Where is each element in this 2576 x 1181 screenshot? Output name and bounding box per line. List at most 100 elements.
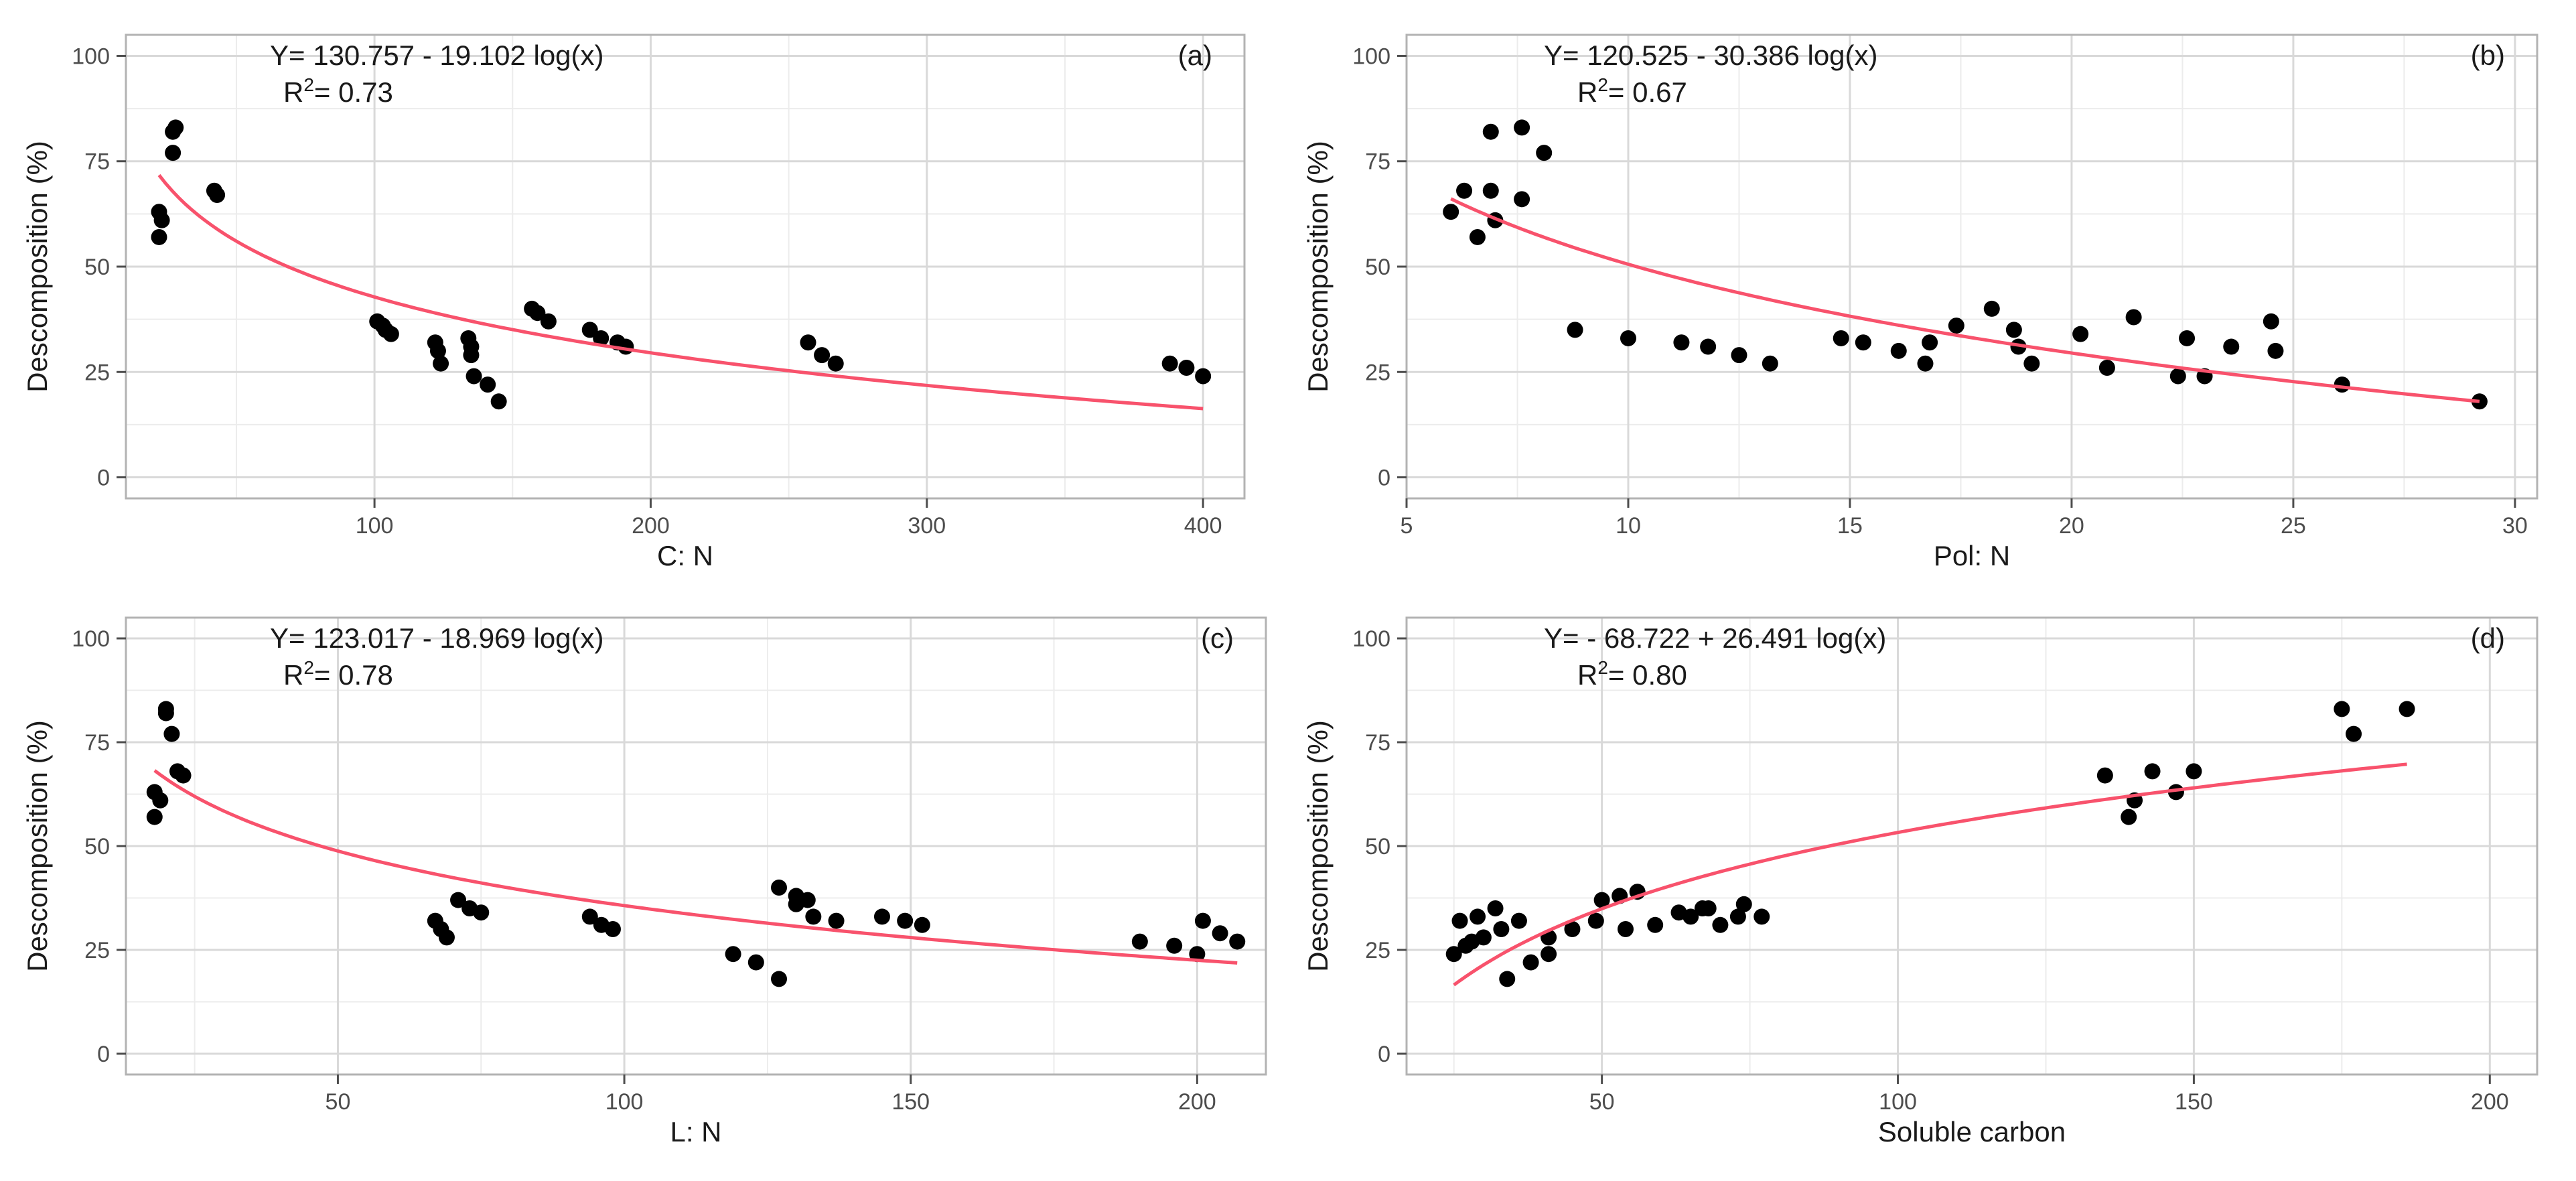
data-point — [1469, 228, 1486, 245]
y-tick-label: 25 — [1365, 938, 1390, 963]
data-point — [1567, 322, 1583, 338]
data-point — [165, 145, 182, 161]
data-point — [1587, 912, 1604, 929]
data-point — [1917, 355, 1934, 372]
data-point — [1983, 300, 2000, 317]
data-point — [2346, 725, 2362, 742]
data-point — [429, 342, 446, 359]
x-tick-label: 50 — [326, 1089, 351, 1115]
x-tick-label: 200 — [2471, 1089, 2509, 1115]
data-point — [1475, 929, 1492, 946]
data-point — [2471, 393, 2488, 410]
data-point — [540, 313, 557, 330]
data-point — [1700, 338, 1717, 355]
data-point — [1683, 908, 1699, 925]
data-point — [151, 228, 167, 245]
y-tick-label: 100 — [1352, 626, 1390, 652]
data-point — [2096, 767, 2113, 784]
equation-label: Y= 120.525 - 30.386 log(x) — [1544, 40, 1878, 71]
data-point — [1536, 145, 1553, 161]
y-axis-title: Descomposition (%) — [21, 141, 53, 393]
data-point — [1729, 908, 1746, 925]
chart-panel-b: 0 25 50 75 100 5 10 15 20 25 30 Pol: N Descompositio… — [1302, 33, 2538, 571]
panel-tag: (c) — [1201, 622, 1234, 654]
data-point — [2023, 355, 2040, 372]
data-point — [1510, 912, 1527, 929]
data-point — [1178, 359, 1195, 376]
data-point — [581, 908, 598, 925]
data-point — [1161, 355, 1178, 372]
data-point — [1593, 892, 1610, 908]
fit-curve — [157, 173, 1204, 411]
data-point — [771, 880, 788, 896]
data-point — [1212, 925, 1228, 942]
r-squared-value: = 0.78 — [314, 659, 393, 691]
data-point — [463, 347, 480, 364]
data-point — [1617, 921, 1634, 937]
data-point — [2186, 763, 2202, 780]
data-point — [1131, 933, 1148, 950]
fit-curve — [1453, 762, 2407, 987]
data-points — [1445, 701, 2415, 987]
y-tick-label: 0 — [1378, 466, 1390, 491]
r-squared-label: R2= 0.67 — [1577, 74, 1687, 108]
y-tick-label: 25 — [84, 360, 110, 385]
chart-panel-c: 0 25 50 75 100 50 100 150 200 L: N Descomposition … — [21, 616, 1267, 1148]
data-point — [1647, 916, 1664, 933]
y-tick-label: 50 — [1365, 834, 1390, 859]
r-squared-symbol: R — [283, 659, 303, 691]
data-point — [152, 792, 169, 809]
data-point — [1451, 912, 1468, 929]
data-point — [480, 376, 496, 393]
data-point — [1470, 908, 1486, 925]
data-point — [2179, 330, 2196, 346]
data-point — [1522, 954, 1539, 971]
data-point — [1762, 355, 1778, 372]
data-point — [1855, 334, 1871, 351]
data-point — [433, 355, 449, 372]
major-grid — [126, 35, 1244, 498]
y-axis-title: Descomposition (%) — [21, 720, 53, 972]
x-tick-label: 10 — [1616, 513, 1641, 539]
y-tick-label: 25 — [1365, 360, 1390, 385]
data-point — [175, 767, 192, 784]
data-point — [828, 912, 845, 929]
data-point — [771, 971, 788, 987]
data-point — [814, 347, 831, 364]
data-point — [604, 921, 621, 937]
x-tick-label: 300 — [908, 513, 946, 539]
data-point — [1487, 900, 1504, 916]
data-point — [1514, 191, 1530, 208]
y-tick-label: 50 — [84, 255, 110, 280]
data-point — [1443, 204, 1459, 220]
r-squared-symbol: R — [1577, 659, 1597, 691]
x-tick-label: 100 — [356, 513, 394, 539]
data-point — [747, 954, 764, 971]
x-tick-label: 50 — [1589, 1089, 1615, 1115]
r-squared-symbol: R — [1577, 76, 1597, 108]
data-point — [800, 334, 816, 351]
data-point — [1948, 318, 1964, 334]
equation-label: Y= 123.017 - 18.969 log(x) — [270, 622, 604, 654]
data-point — [725, 946, 741, 963]
data-point — [1499, 971, 1516, 987]
data-point — [914, 916, 930, 933]
r-squared-superscript: 2 — [1597, 657, 1608, 678]
y-tick-label: 25 — [84, 938, 110, 963]
data-point — [466, 368, 482, 385]
data-point — [1493, 921, 1510, 937]
r-squared-superscript: 2 — [303, 657, 314, 678]
r-squared-superscript: 2 — [1597, 74, 1608, 95]
x-axis-title: L: N — [670, 1116, 721, 1148]
x-tick-label: 100 — [1879, 1089, 1917, 1115]
data-point — [2098, 359, 2115, 376]
data-point — [2334, 376, 2350, 393]
data-point — [167, 119, 184, 136]
x-tick-label: 200 — [632, 513, 670, 539]
panel-tag: (d) — [2471, 622, 2505, 654]
x-tick-label: 150 — [2175, 1089, 2213, 1115]
data-point — [2144, 763, 2161, 780]
data-point — [438, 929, 455, 946]
panel-tag: (b) — [2471, 40, 2505, 71]
r-squared-symbol: R — [283, 76, 303, 108]
